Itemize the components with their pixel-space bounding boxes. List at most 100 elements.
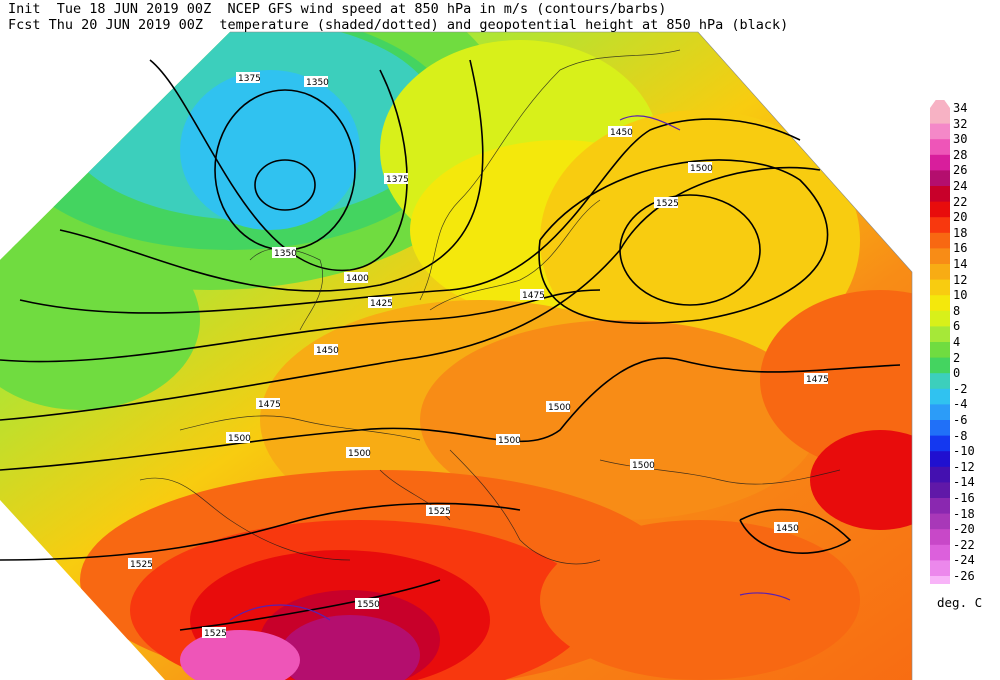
height-label: 1525 — [202, 627, 227, 639]
svg-text:1375: 1375 — [386, 175, 409, 185]
colorbar-swatch — [930, 264, 950, 281]
colorbar-swatch — [930, 342, 950, 359]
colorbar-swatch — [930, 388, 950, 405]
svg-text:1500: 1500 — [548, 403, 571, 413]
colorbar-swatch — [930, 326, 950, 343]
svg-text:1525: 1525 — [130, 560, 153, 570]
colorbar-swatch — [930, 576, 950, 584]
svg-text:1525: 1525 — [656, 199, 679, 209]
colorbar-label: 14 — [953, 257, 968, 271]
height-label: 1500 — [496, 434, 521, 446]
coastlines — [139, 49, 841, 565]
height-label: 1375 — [236, 72, 261, 84]
colorbar-label: -16 — [953, 491, 975, 505]
height-label: 1425 — [368, 297, 393, 309]
colorbar-label: 2 — [953, 350, 961, 365]
colorbar-label: -18 — [953, 506, 975, 521]
header-init-line: Init Tue 18 JUN 2019 00Z NCEP GFS wind s… — [8, 1, 667, 17]
colorbar-label: 20 — [953, 210, 968, 225]
colorbar-swatch — [930, 482, 950, 499]
colorbar-label: -8 — [953, 428, 968, 443]
colorbar-label: -24 — [953, 553, 975, 568]
height-labels: 1375 1350 1375 1350 1400 1425 1450 1475 … — [128, 72, 829, 639]
colorbar-label: -4 — [953, 397, 968, 412]
colorbar-label: 28 — [953, 147, 968, 162]
svg-text:1500: 1500 — [348, 449, 371, 459]
svg-text:1475: 1475 — [522, 291, 545, 301]
height-label: 1500 — [226, 432, 251, 444]
svg-text:1375: 1375 — [238, 74, 261, 84]
wind-contours — [229, 115, 791, 621]
colorbar-units: deg. C — [937, 595, 983, 610]
height-label: 1450 — [608, 126, 633, 138]
colorbar-label: 0 — [953, 366, 961, 381]
height-label: 1475 — [256, 398, 281, 410]
svg-text:1500: 1500 — [690, 164, 713, 174]
svg-text:1500: 1500 — [498, 436, 521, 446]
colorbar-swatch — [930, 248, 950, 265]
colorbar-swatch — [930, 404, 950, 421]
svg-text:1550: 1550 — [357, 600, 380, 610]
colorbar-label: -14 — [953, 475, 975, 490]
height-label: 1525 — [426, 505, 451, 517]
colorbar-swatch — [930, 186, 950, 203]
colorbar-swatch — [930, 108, 950, 125]
height-label: 1450 — [314, 344, 339, 356]
colorbar-label: 24 — [953, 179, 968, 193]
colorbar-swatch — [930, 466, 950, 483]
svg-text:1350: 1350 — [306, 78, 329, 88]
map-border — [230, 31, 913, 680]
svg-text:1400: 1400 — [346, 274, 369, 284]
colorbar-label: -22 — [953, 537, 975, 552]
header-forecast-line: Fcst Thu 20 JUN 2019 00Z temperature (sh… — [8, 17, 789, 33]
height-label: 1375 — [384, 173, 409, 185]
height-label: 1475 — [804, 373, 829, 385]
svg-text:1425: 1425 — [370, 299, 393, 309]
colorbar-label: 8 — [953, 303, 961, 318]
svg-text:1450: 1450 — [776, 524, 799, 534]
colorbar-swatch — [930, 123, 950, 140]
colorbar-swatch — [930, 420, 950, 437]
colorbar-label: 6 — [953, 319, 961, 334]
svg-text:1475: 1475 — [806, 375, 829, 385]
colorbar-swatch — [930, 529, 950, 546]
svg-text:1475: 1475 — [258, 400, 281, 410]
colorbar-label: -12 — [953, 459, 975, 474]
colorbar-swatch — [930, 279, 950, 296]
colorbar-swatch — [930, 295, 950, 312]
colorbar-swatch — [930, 373, 950, 390]
colorbar-label: 10 — [953, 288, 968, 303]
height-label: 1500 — [546, 401, 571, 413]
colorbar-top-arrow — [930, 100, 950, 108]
colorbar-swatch — [930, 154, 950, 171]
colorbar-label: 12 — [953, 272, 968, 287]
height-label: 1500 — [688, 162, 713, 174]
colorbar-swatch — [930, 544, 950, 561]
colorbar-label: -26 — [953, 569, 975, 583]
height-label: 1350 — [304, 76, 329, 88]
colorbar-label: 18 — [953, 225, 968, 240]
colorbar-label: 30 — [953, 132, 968, 147]
svg-text:1450: 1450 — [610, 128, 633, 138]
height-label: 1550 — [355, 598, 380, 610]
colorbar-label: 22 — [953, 194, 968, 209]
colorbar-label: -2 — [953, 381, 968, 396]
colorbar-label: 26 — [953, 163, 968, 178]
colorbar-swatch — [930, 170, 950, 187]
colorbar-swatch — [930, 451, 950, 468]
svg-text:1500: 1500 — [632, 461, 655, 471]
svg-text:1525: 1525 — [204, 629, 227, 639]
colorbar-label: -10 — [953, 444, 975, 459]
colorbar-swatch — [930, 513, 950, 530]
colorbar-swatch — [930, 357, 950, 374]
colorbar-label: -6 — [953, 413, 968, 427]
colorbar-swatch — [930, 139, 950, 156]
height-label: 1500 — [346, 447, 371, 459]
svg-text:1500: 1500 — [228, 434, 251, 444]
colorbar-swatch — [930, 435, 950, 452]
colorbar — [930, 100, 950, 584]
height-label: 1400 — [344, 272, 369, 284]
svg-text:1450: 1450 — [316, 346, 339, 356]
